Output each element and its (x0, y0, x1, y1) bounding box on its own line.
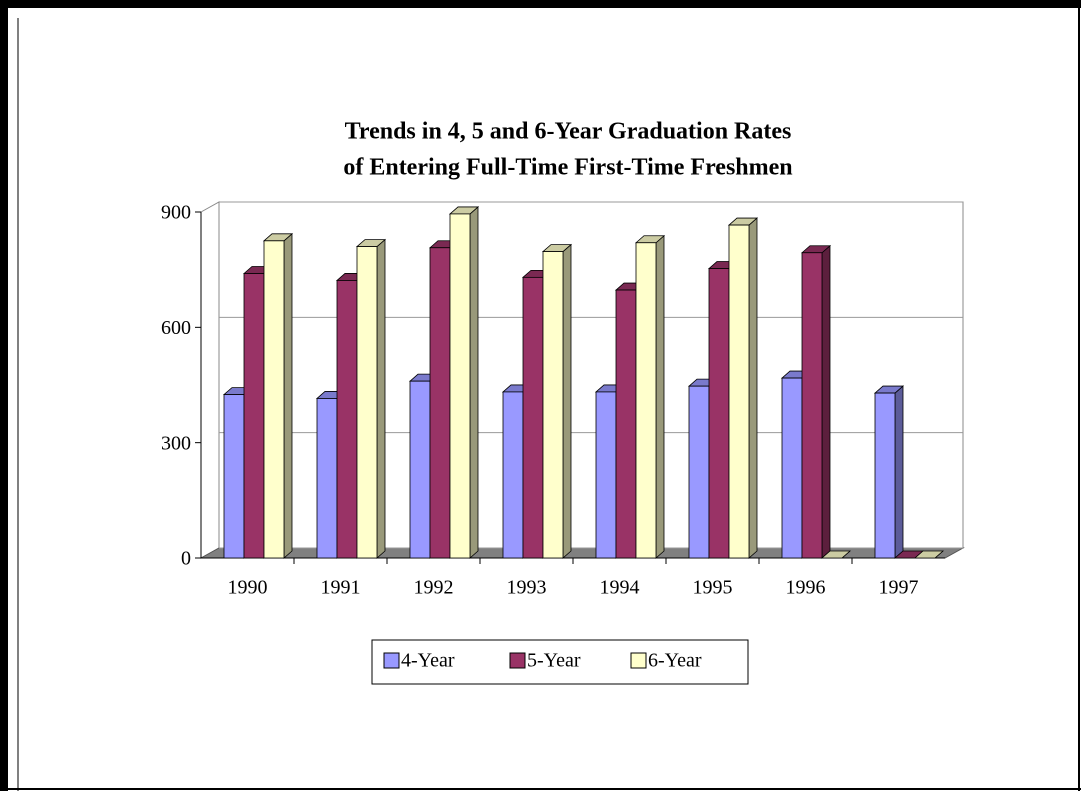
bar-side (376, 238, 386, 559)
bar-side (562, 243, 572, 559)
bar (336, 280, 358, 559)
bar-side (655, 234, 665, 559)
bar-side (894, 385, 904, 559)
bar (781, 377, 803, 559)
legend-label: 6-Year (648, 650, 702, 672)
bar (429, 247, 451, 559)
y-tick-label: 600 (161, 317, 191, 339)
floor (199, 547, 965, 559)
x-tick-label: 1996 (786, 577, 826, 599)
bar (356, 246, 378, 559)
bar (502, 391, 524, 559)
bar-top (820, 550, 852, 559)
bar (542, 251, 564, 559)
x-tick-label: 1993 (507, 577, 547, 599)
bar-side (748, 217, 758, 559)
x-tick-label: 1997 (879, 577, 919, 599)
x-tick-label: 1992 (414, 577, 454, 599)
y-tick-label: 300 (161, 432, 191, 454)
bar (243, 273, 265, 559)
bar (728, 224, 750, 559)
x-tick-label: 1995 (693, 577, 733, 599)
bar (708, 268, 730, 559)
bar (874, 392, 896, 559)
bar (522, 276, 544, 559)
y-tick-label: 0 (181, 548, 191, 570)
legend-swatch (383, 652, 400, 669)
bar (595, 391, 617, 559)
bar (316, 398, 338, 559)
legend-label: 5-Year (527, 650, 581, 672)
chart-title: of Entering Full-Time First-Time Freshme… (343, 155, 792, 181)
bar (615, 289, 637, 559)
bar-side (469, 206, 479, 559)
chart-title: Trends in 4, 5 and 6-Year Graduation Rat… (345, 119, 792, 145)
x-tick-label: 1990 (228, 577, 268, 599)
side-wall (200, 201, 220, 559)
bar (688, 385, 710, 559)
bar-side (283, 232, 293, 559)
legend-swatch (509, 652, 526, 669)
bar (263, 240, 285, 559)
bar (449, 213, 471, 559)
x-tick-label: 1991 (321, 577, 361, 599)
x-tick-label: 1994 (600, 577, 640, 599)
y-tick-label: 900 (161, 202, 191, 224)
legend-swatch (630, 652, 647, 669)
legend-label: 4-Year (401, 650, 455, 672)
legend-box (371, 639, 749, 685)
bar-top (913, 550, 945, 559)
bar (409, 380, 431, 559)
bar (801, 252, 823, 559)
bar-side (821, 244, 831, 559)
bar (635, 242, 657, 559)
bar (223, 394, 245, 559)
